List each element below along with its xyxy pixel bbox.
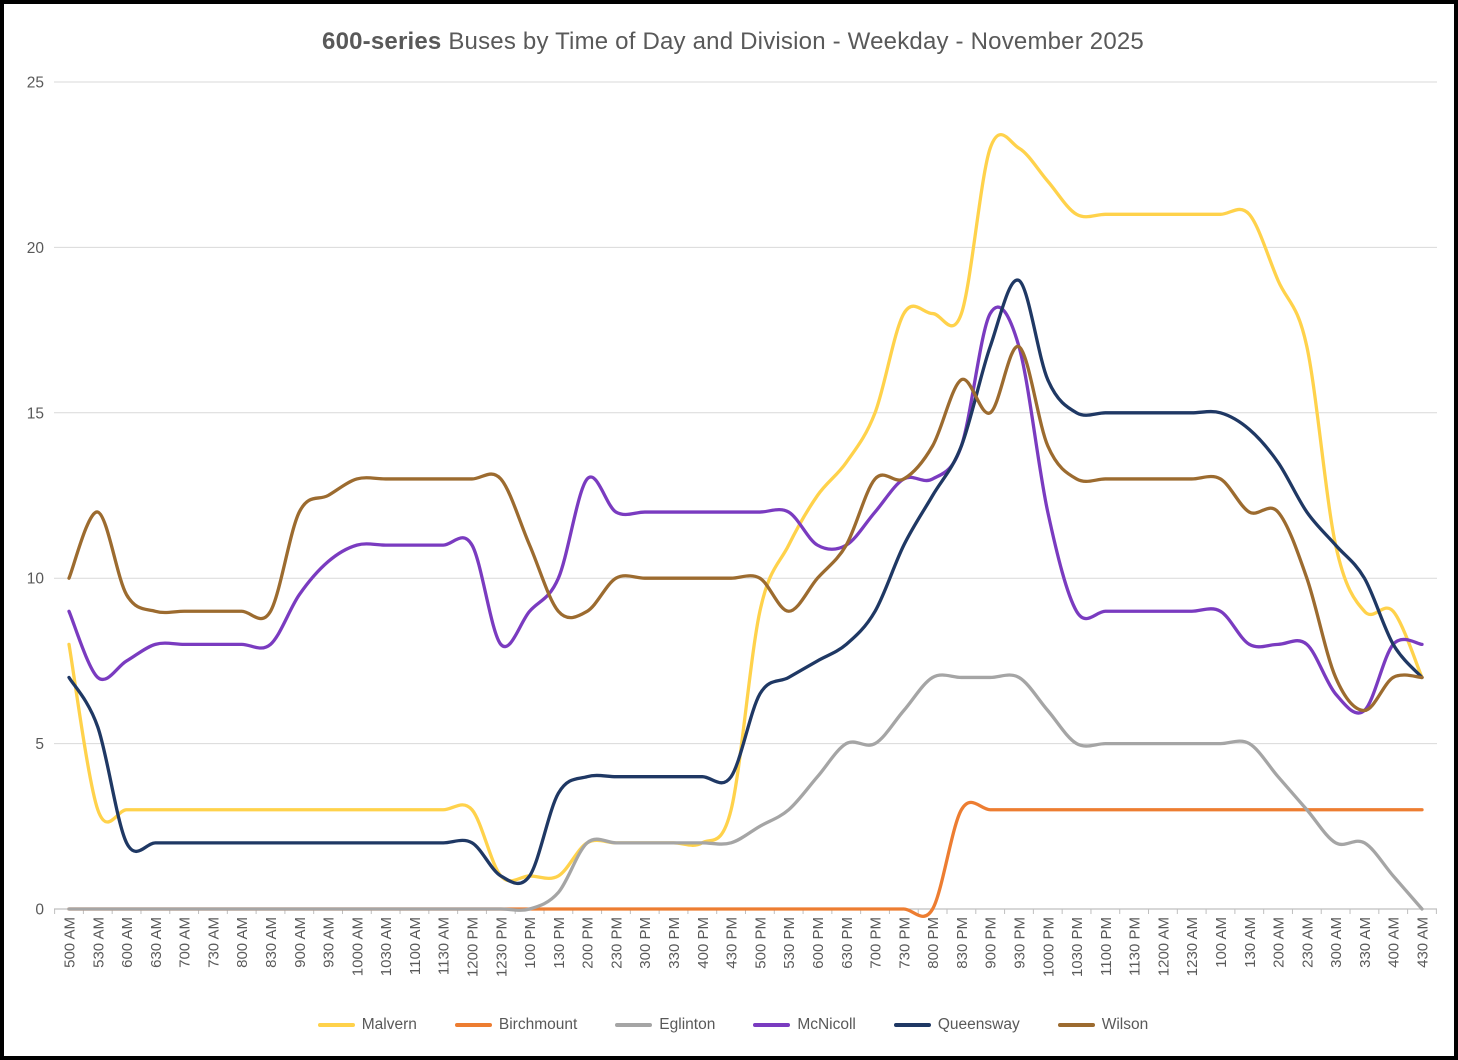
x-axis-tick-label: 500 AM xyxy=(62,917,79,968)
x-axis-tick-label: 230 AM xyxy=(1299,917,1316,968)
legend-swatch-queensway xyxy=(893,1023,931,1027)
chart-title: 600-series Buses by Time of Day and Divi… xyxy=(4,28,1454,56)
x-axis-tick-label: 200 AM xyxy=(1271,917,1288,968)
x-axis-tick-label: 100 PM xyxy=(522,917,539,969)
legend-item-wilson: Wilson xyxy=(1057,1016,1149,1034)
x-axis-tick-label: 1130 AM xyxy=(436,917,453,975)
x-axis-tick-label: 630 PM xyxy=(839,917,856,969)
x-axis-tick-label: 430 AM xyxy=(1415,917,1432,968)
x-axis-tick-label: 1200 PM xyxy=(465,917,482,977)
y-axis-tick-label: 25 xyxy=(27,75,44,92)
series-line-eglinton xyxy=(67,673,1424,912)
x-axis-tick-label: 1030 PM xyxy=(1069,917,1086,977)
x-axis-tick-label: 330 PM xyxy=(666,917,683,969)
legend-label: Eglinton xyxy=(659,1016,716,1033)
x-axis-tick-label: 1000 AM xyxy=(349,917,366,976)
x-axis-tick-label: 800 PM xyxy=(925,917,942,969)
y-axis-tick-label: 10 xyxy=(27,571,45,588)
legend-swatch-mcnicoll xyxy=(753,1023,791,1027)
x-axis-tick-label: 930 PM xyxy=(1011,917,1028,969)
x-axis-tick-label: 400 PM xyxy=(695,917,712,969)
legend-item-mcnicoll: McNicoll xyxy=(753,1016,856,1034)
x-axis-tick-label: 130 AM xyxy=(1242,917,1259,968)
x-axis-tick-label: 1230 PM xyxy=(493,917,510,977)
x-axis-tick-label: 730 AM xyxy=(205,917,222,968)
x-axis-tick-label: 1000 PM xyxy=(1040,917,1057,977)
x-axis-labels: 500 AM 530 AM 600 AM 630 AM 700 AM 730 AM 800 … xyxy=(62,917,1432,977)
series-line-queensway xyxy=(67,278,1424,886)
x-axis-tick-label: 830 AM xyxy=(263,917,280,968)
x-axis-tick-label: 300 PM xyxy=(637,917,654,969)
chart-title-prefix: 600-series xyxy=(322,28,442,55)
legend-swatch-birchmount xyxy=(454,1023,492,1027)
chart-canvas: 0 5 10 15 20 25 500 AM 530 AM 600 AM 630 AM 700 AM… xyxy=(27,75,1437,977)
legend-label: McNicoll xyxy=(797,1016,856,1033)
x-axis-tick-label: 900 PM xyxy=(983,917,1000,969)
x-axis-tick-label: 700 AM xyxy=(177,917,194,968)
x-axis-tick-label: 600 AM xyxy=(119,917,136,968)
legend-item-malvern: Malvern xyxy=(317,1016,417,1034)
x-axis-tick-label: 430 PM xyxy=(724,917,741,969)
legend-item-eglinton: Eglinton xyxy=(615,1016,715,1034)
x-axis-tick-label: 800 AM xyxy=(234,917,251,968)
legend-swatch-malvern xyxy=(317,1023,355,1027)
x-axis-tick-label: 530 AM xyxy=(90,917,107,968)
x-axis-tick-label: 330 AM xyxy=(1357,917,1374,968)
x-axis-tick-label: 300 AM xyxy=(1328,917,1345,968)
y-axis-tick-label: 15 xyxy=(27,405,44,422)
x-axis-tick-label: 230 PM xyxy=(608,917,625,969)
x-axis-tick-label: 530 PM xyxy=(781,917,798,969)
x-axis-tick-label: 1230 AM xyxy=(1184,917,1201,976)
x-axis-tick-label: 830 PM xyxy=(954,917,971,969)
legend-label: Malvern xyxy=(361,1016,417,1033)
series-lines xyxy=(67,133,1424,918)
y-axis-tick-label: 20 xyxy=(27,240,45,257)
x-axis-tick-label: 100 AM xyxy=(1213,917,1230,968)
legend-label: Wilson xyxy=(1101,1016,1149,1033)
y-axis-labels: 0 5 10 15 20 25 xyxy=(27,75,45,919)
legend-label: Queensway xyxy=(937,1016,1020,1033)
x-axis-tick-label: 1100 AM xyxy=(407,917,424,975)
legend-swatch-eglinton xyxy=(615,1023,653,1027)
x-axis-tick-label: 130 PM xyxy=(551,917,568,969)
series-line-mcnicoll xyxy=(67,305,1424,715)
x-axis-tick-label: 400 AM xyxy=(1386,917,1403,968)
x-axis-tick-label: 500 PM xyxy=(752,917,769,969)
series-line-birchmount xyxy=(67,800,1424,918)
x-axis-tick-label: 1200 AM xyxy=(1155,917,1172,976)
x-axis-tick-label: 600 PM xyxy=(810,917,827,969)
series-line-malvern xyxy=(67,133,1424,883)
y-axis-tick-label: 0 xyxy=(35,902,44,919)
x-axis-tick-label: 1030 AM xyxy=(378,917,395,976)
legend-item-birchmount: Birchmount xyxy=(454,1016,578,1034)
x-axis-tick-label: 1100 PM xyxy=(1098,917,1115,976)
x-axis-tick-label: 700 PM xyxy=(868,917,885,969)
x-axis-tick-label: 1130 PM xyxy=(1127,917,1144,976)
x-axis-tick-label: 730 PM xyxy=(896,917,913,969)
legend-label: Birchmount xyxy=(498,1016,578,1033)
legend-item-queensway: Queensway xyxy=(893,1016,1020,1034)
chart-title-text: Buses by Time of Day and Division - Week… xyxy=(441,28,1144,55)
chart-legend: Malvern Birchmount Eglinton McNicoll Queensw… xyxy=(4,1016,1454,1034)
series-line-wilson xyxy=(67,344,1424,713)
y-axis-tick-label: 5 xyxy=(35,736,44,753)
x-axis-tick-label: 930 AM xyxy=(321,917,338,968)
legend-swatch-wilson xyxy=(1057,1023,1095,1027)
y-gridlines xyxy=(54,81,1437,745)
x-axis-tick-label: 900 AM xyxy=(292,917,309,968)
x-axis-tick-label: 630 AM xyxy=(148,917,165,968)
x-axis-tick-label: 200 PM xyxy=(580,917,597,969)
